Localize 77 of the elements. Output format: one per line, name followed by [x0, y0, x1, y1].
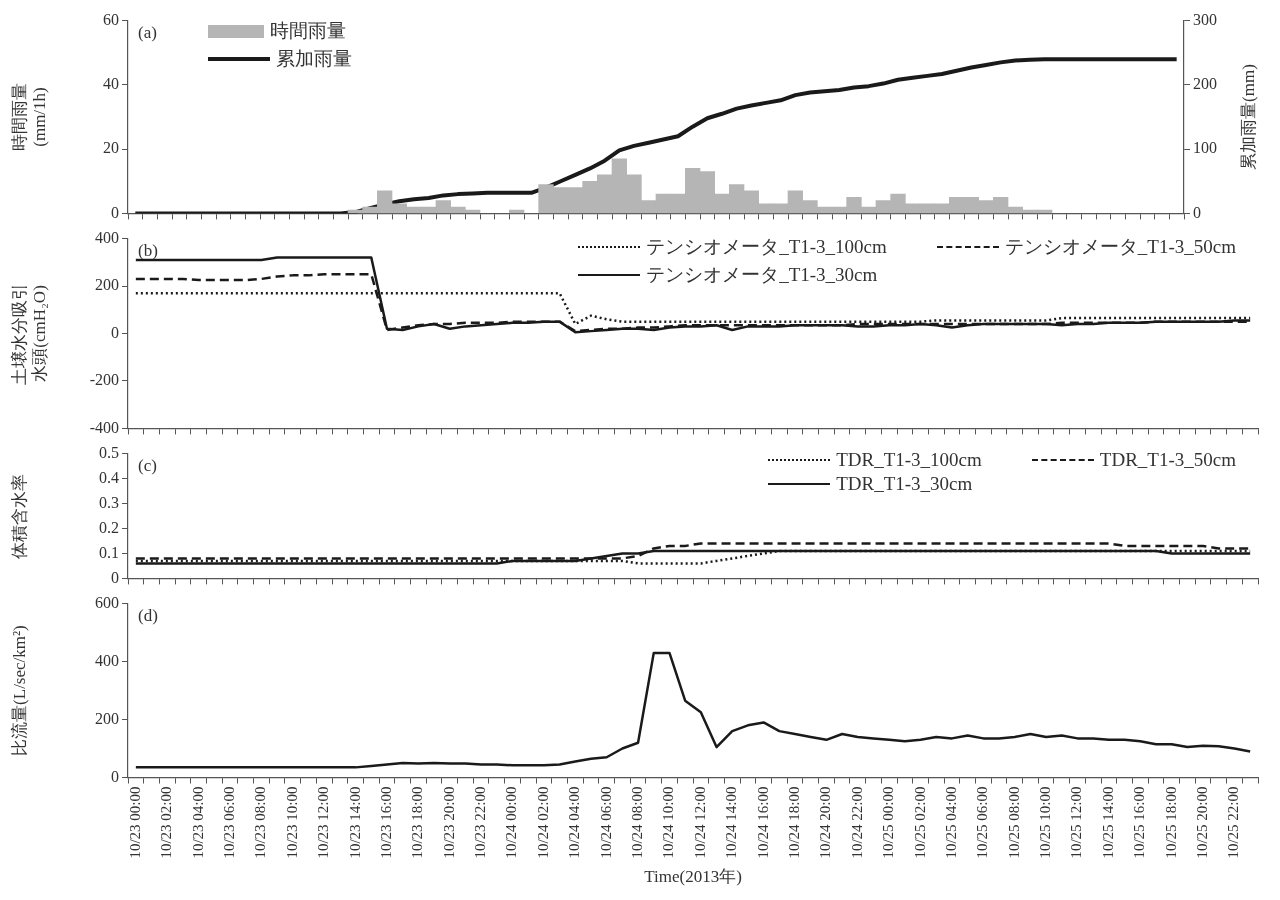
- x-tick-label: 10/25 16:00: [1131, 786, 1148, 859]
- y-tick-label: 0: [111, 767, 119, 785]
- y-tick-label: 0: [111, 323, 119, 341]
- annotation: (d): [138, 605, 158, 625]
- x-tick-label: 10/24 04:00: [566, 786, 583, 859]
- legend-label: TDR_T1-3_100cm: [836, 449, 982, 471]
- x-tick-label: 10/25 02:00: [911, 786, 928, 859]
- x-tick-label: 10/23 12:00: [315, 786, 332, 859]
- y2-tick-label: 300: [1193, 10, 1217, 28]
- x-tick-label: 10/23 04:00: [189, 786, 206, 859]
- x-tick-label: 10/23 20:00: [440, 786, 457, 859]
- x-tick-label: 10/23 18:00: [409, 786, 426, 859]
- y-axis-title: 時間雨量(mm/1h): [9, 83, 50, 151]
- y-tick-label: 600: [95, 593, 119, 611]
- legend-label: テンシオメータ_T1-3_50cm: [1004, 235, 1236, 259]
- y-tick-label: 60: [103, 10, 119, 28]
- legend-label: TDR_T1-3_30cm: [836, 473, 973, 495]
- x-tick-label: 10/25 04:00: [942, 786, 959, 859]
- x-axis-title: Time(2013年): [644, 867, 742, 887]
- x-tick-label: 10/25 14:00: [1099, 786, 1116, 859]
- legend-label: テンシオメータ_T1-3_100cm: [646, 235, 887, 259]
- x-tick-label: 10/23 00:00: [126, 786, 143, 859]
- x-tick-label: 10/24 02:00: [534, 786, 551, 859]
- legend-label: 累加雨量: [276, 47, 352, 71]
- x-tick-label: 10/24 20:00: [817, 786, 834, 859]
- annotation: (b): [138, 240, 158, 260]
- y-tick-label: 0.1: [99, 543, 119, 561]
- x-tick-label: 10/25 10:00: [1037, 786, 1054, 859]
- y2-tick-label: 100: [1193, 139, 1217, 157]
- y-tick-label: 0.2: [99, 518, 119, 536]
- legend-label: 時間雨量: [270, 19, 346, 43]
- annotation: (c): [138, 455, 157, 475]
- x-tick-label: 10/24 00:00: [503, 786, 520, 859]
- x-tick-label: 10/24 18:00: [785, 786, 802, 859]
- x-tick-label: 10/24 06:00: [597, 786, 614, 859]
- y-tick-label: 400: [95, 228, 119, 246]
- x-tick-label: 10/24 12:00: [691, 786, 708, 859]
- x-tick-label: 10/25 08:00: [1005, 786, 1022, 859]
- y-tick-label: 0.3: [99, 493, 119, 511]
- y-axis-title: 比流量(L/sec/km²): [9, 625, 29, 756]
- x-tick-label: 10/23 22:00: [472, 786, 489, 859]
- y-tick-label: 0: [111, 203, 119, 221]
- legend-label: テンシオメータ_T1-3_30cm: [646, 263, 878, 287]
- x-tick-label: 10/24 08:00: [629, 786, 646, 859]
- x-tick-label: 10/25 18:00: [1162, 786, 1179, 859]
- x-tick-label: 10/23 10:00: [283, 786, 300, 859]
- x-tick-label: 10/23 14:00: [346, 786, 363, 859]
- y-tick-label: -200: [89, 371, 119, 389]
- x-tick-label: 10/24 14:00: [723, 786, 740, 859]
- x-tick-label: 10/24 16:00: [754, 786, 771, 859]
- y-tick-label: 200: [95, 276, 119, 294]
- x-tick-label: 10/25 22:00: [1225, 786, 1242, 859]
- x-tick-label: 10/25 06:00: [974, 786, 991, 859]
- x-tick-label: 10/23 02:00: [158, 786, 175, 859]
- y-tick-label: 0: [111, 568, 119, 586]
- y-tick-label: 20: [103, 139, 119, 157]
- annotation: (a): [138, 22, 157, 42]
- x-tick-label: 10/23 08:00: [252, 786, 269, 859]
- x-tick-label: 10/25 00:00: [880, 786, 897, 859]
- y-tick-label: 200: [95, 709, 119, 727]
- y-tick-label: -400: [89, 418, 119, 436]
- y-tick-label: 400: [95, 651, 119, 669]
- legend-label: TDR_T1-3_50cm: [1099, 449, 1236, 471]
- y2-axis-title: 累加雨量(mm): [1239, 64, 1259, 170]
- y2-tick-label: 200: [1193, 75, 1217, 93]
- y-axis-title: 体積含水率: [9, 473, 29, 559]
- x-tick-label: 10/25 12:00: [1068, 786, 1085, 859]
- y-tick-label: 40: [103, 75, 119, 93]
- x-tick-label: 10/23 06:00: [220, 786, 237, 859]
- x-tick-label: 10/23 16:00: [377, 786, 394, 859]
- y2-tick-label: 0: [1193, 203, 1201, 221]
- x-tick-label: 10/24 10:00: [660, 786, 677, 859]
- x-tick-label: 10/25 20:00: [1194, 786, 1211, 859]
- y-tick-label: 0.4: [99, 468, 119, 486]
- y-axis-title: 土壌水分吸引水頭(cmH₂O): [9, 282, 50, 385]
- x-tick-label: 10/24 22:00: [848, 786, 865, 859]
- y-tick-label: 0.5: [99, 443, 119, 461]
